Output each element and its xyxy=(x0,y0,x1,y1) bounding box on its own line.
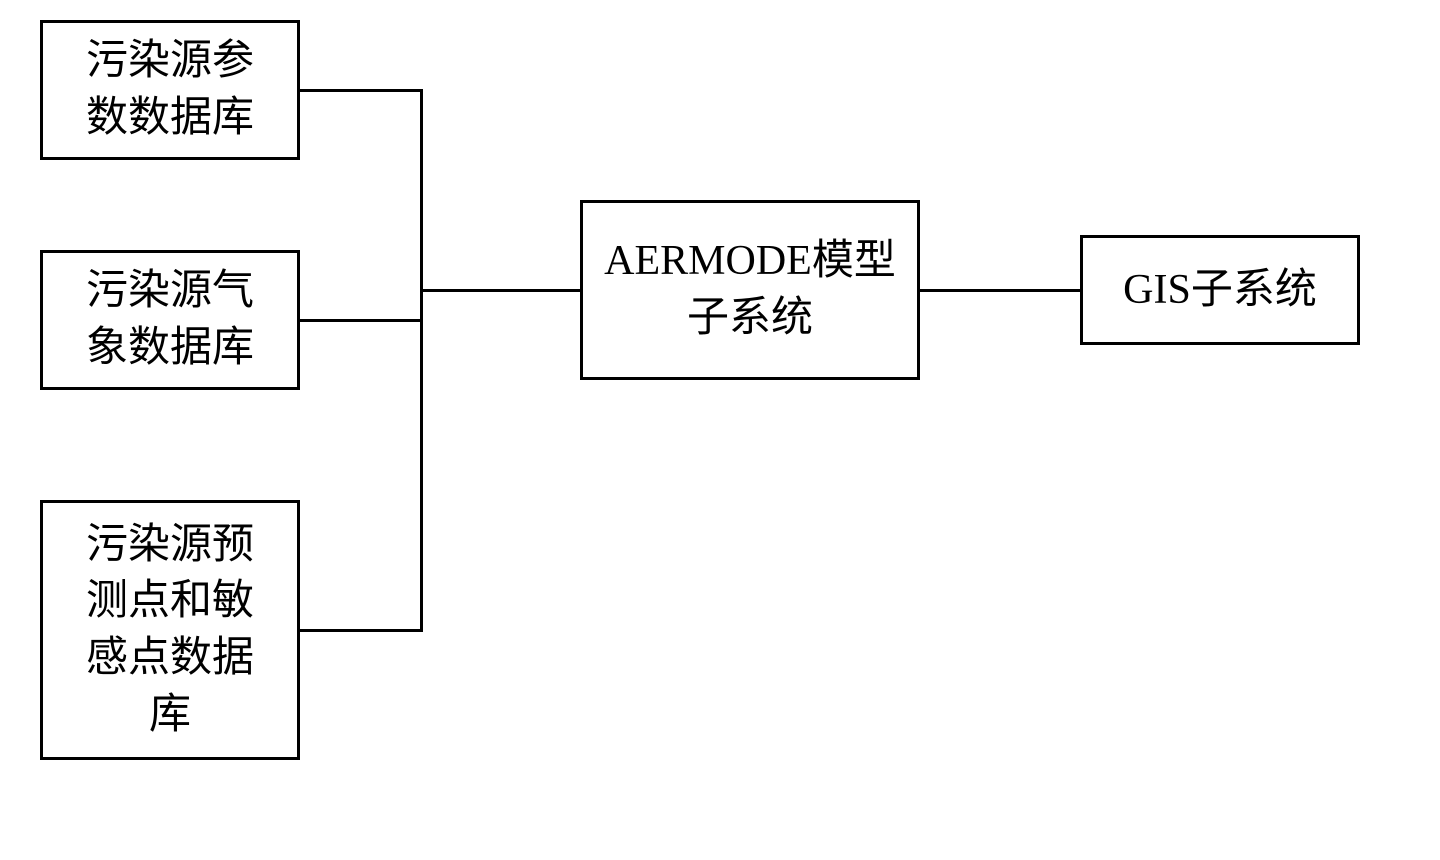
node-gis-label: GIS子系统 xyxy=(1123,262,1317,319)
node-db3-label: 污染源预 测点和敏 感点数据 库 xyxy=(86,517,254,744)
connector-bus-model-h xyxy=(420,289,580,292)
connector-bus-v xyxy=(420,89,423,632)
node-model: AERMODE模型 子系统 xyxy=(580,200,920,380)
connector-db1-h xyxy=(300,89,423,92)
node-db1-label: 污染源参 数数据库 xyxy=(86,33,254,146)
connector-db2-h xyxy=(300,319,423,322)
node-db3: 污染源预 测点和敏 感点数据 库 xyxy=(40,500,300,760)
node-db2-label: 污染源气 象数据库 xyxy=(86,263,254,376)
connector-model-gis-h xyxy=(920,289,1080,292)
node-db2: 污染源气 象数据库 xyxy=(40,250,300,390)
node-db1: 污染源参 数数据库 xyxy=(40,20,300,160)
node-gis: GIS子系统 xyxy=(1080,235,1360,345)
node-model-label: AERMODE模型 子系统 xyxy=(604,233,896,346)
connector-db3-h xyxy=(300,629,423,632)
